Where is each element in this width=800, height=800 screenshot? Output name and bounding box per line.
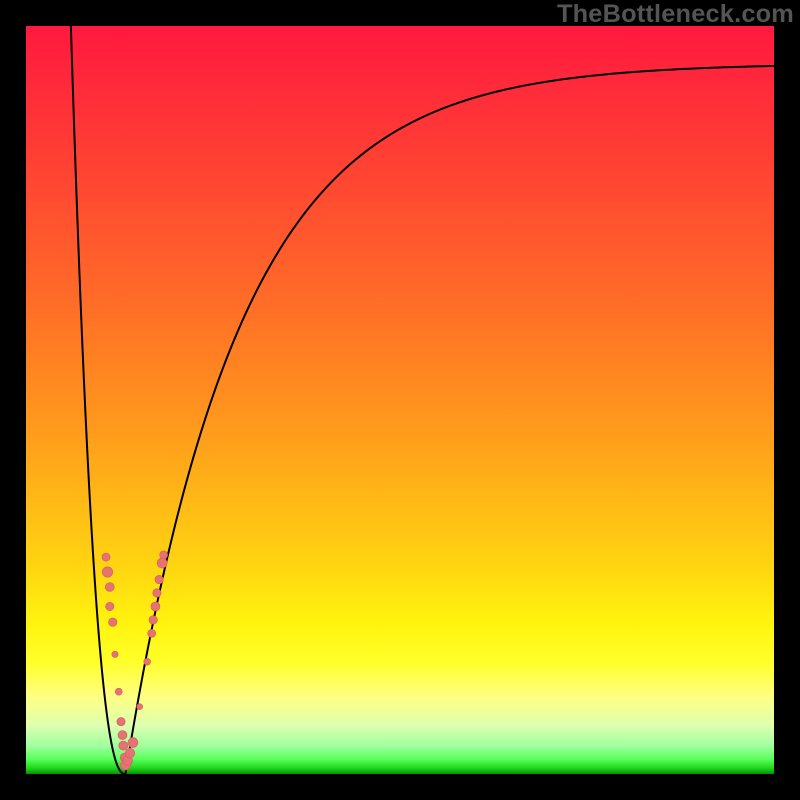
data-marker xyxy=(118,731,127,740)
data-marker xyxy=(160,551,168,559)
data-marker xyxy=(137,704,143,710)
data-marker xyxy=(105,583,114,592)
data-marker xyxy=(115,688,122,695)
data-marker xyxy=(157,558,167,568)
data-marker xyxy=(112,651,118,657)
data-marker xyxy=(117,717,125,725)
data-marker xyxy=(109,618,117,626)
data-marker xyxy=(119,741,128,750)
data-marker xyxy=(144,658,151,665)
data-marker xyxy=(148,629,156,637)
data-marker xyxy=(128,738,138,748)
data-marker xyxy=(153,589,161,597)
plot-area xyxy=(26,26,774,774)
curve-right-branch xyxy=(125,66,774,774)
data-marker xyxy=(149,616,157,624)
curve-left-branch xyxy=(71,26,126,774)
data-marker xyxy=(125,748,135,758)
data-marker xyxy=(106,602,114,610)
watermark-text: TheBottleneck.com xyxy=(557,0,794,29)
data-marker xyxy=(155,575,163,583)
data-marker xyxy=(102,553,110,561)
data-markers-group xyxy=(102,551,168,770)
data-marker xyxy=(151,602,160,611)
curve-layer xyxy=(26,26,774,774)
data-marker xyxy=(102,567,112,577)
